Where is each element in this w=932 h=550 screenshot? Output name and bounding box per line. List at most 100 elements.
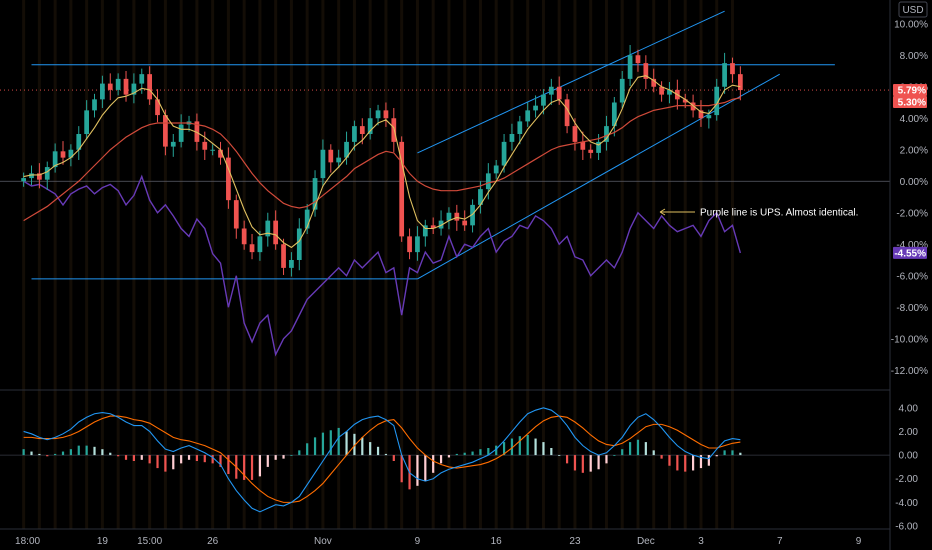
candle-body <box>706 115 712 119</box>
candle-body <box>493 165 499 174</box>
session-band <box>321 0 325 529</box>
macd-histogram-bar <box>274 455 277 460</box>
price-tag-box <box>893 96 927 109</box>
macd-histogram-bar <box>565 455 569 464</box>
macd-histogram-bar <box>164 455 167 472</box>
candle <box>533 95 538 118</box>
macd-histogram-bar <box>723 450 726 456</box>
ma-slow-line <box>23 97 741 222</box>
macd-histogram-bar <box>495 445 498 456</box>
candle <box>698 100 704 127</box>
candle-body <box>29 173 34 179</box>
session-band <box>400 0 404 529</box>
session-band <box>384 0 388 529</box>
macd-axis[interactable]: 4.00 2.00 0.00 -2.00 -4.00 -6.00 <box>895 403 918 532</box>
macd-histogram-bar <box>510 438 514 456</box>
candle <box>37 163 42 189</box>
macd-histogram-bar <box>345 431 348 456</box>
candle <box>296 218 302 271</box>
candle <box>155 89 160 123</box>
macd-histogram-bar <box>487 448 490 456</box>
candle <box>619 71 625 109</box>
macd-histogram-bar <box>558 455 561 456</box>
macd-histogram-bar <box>479 449 482 456</box>
macd-histogram-bar <box>156 455 159 469</box>
price-tick-label: -4.00% <box>896 240 928 251</box>
candle-body <box>375 110 381 119</box>
candle-body <box>21 178 26 182</box>
candle-body <box>92 99 97 111</box>
candle <box>241 220 247 250</box>
session-band <box>368 0 372 529</box>
candle-body <box>84 110 89 134</box>
candle-body <box>454 212 460 221</box>
macd-histogram-bar <box>22 449 25 456</box>
macd-histogram-bar <box>707 455 710 466</box>
session-band <box>541 0 545 529</box>
price-tag: 5.79% <box>893 84 927 97</box>
candle <box>344 131 349 165</box>
candle <box>21 172 26 187</box>
candle <box>249 234 255 260</box>
candle <box>257 230 263 261</box>
candle-body <box>115 78 121 90</box>
macd-histogram-bar <box>376 446 380 456</box>
candle <box>178 114 184 148</box>
candle-body <box>415 236 420 253</box>
candle-body <box>44 167 50 180</box>
candle-body <box>470 204 475 226</box>
candle <box>580 131 586 160</box>
candle-body <box>407 236 412 253</box>
candle-body <box>533 105 538 111</box>
candle-body <box>722 63 727 87</box>
candle-body <box>525 110 531 122</box>
macd-histogram-bar <box>691 455 695 471</box>
macd-histogram-bar <box>203 455 206 463</box>
macd-histogram-bar <box>117 455 120 457</box>
macd-histogram-bar <box>85 445 88 456</box>
session-band <box>494 0 498 529</box>
time-tick-label: 3 <box>698 536 704 547</box>
candle <box>422 219 428 247</box>
candle <box>367 108 373 140</box>
candle <box>273 210 279 250</box>
candle-body <box>690 102 696 111</box>
macd-pane <box>0 407 890 513</box>
time-tick-label: 7 <box>777 536 783 547</box>
candle <box>163 109 168 156</box>
price-tick-label: 2.00% <box>900 145 928 156</box>
candle-body <box>509 134 515 142</box>
price-tick-label: -2.00% <box>896 208 928 219</box>
time-axis[interactable]: 18:00 19 15:00 26 Nov 9 16 23 Dec 3 7 9 <box>15 536 862 547</box>
candle-body <box>170 141 176 147</box>
macd-histogram-bar <box>542 442 545 456</box>
candle-body <box>241 228 247 245</box>
candle <box>226 147 231 209</box>
candle-body <box>430 225 436 229</box>
currency-badge[interactable]: USD <box>898 1 928 18</box>
macd-histogram-bar <box>46 455 49 457</box>
candle <box>462 210 468 231</box>
macd-histogram-bar <box>61 451 65 456</box>
candle-body <box>147 74 153 100</box>
time-tick-label: 9 <box>856 536 862 547</box>
price-axis[interactable]: 10.00%8.00%6.00%4.00%2.00%0.00%-2.00%-4.… <box>891 19 928 377</box>
annotation-group: Purple line is UPS. Almost identical. <box>659 208 858 219</box>
time-tick-label: 16 <box>491 536 503 547</box>
candle <box>525 102 531 127</box>
macd-histogram-bar <box>644 442 647 456</box>
candle-body <box>178 124 184 142</box>
session-band <box>53 0 57 529</box>
candle <box>352 120 357 151</box>
candle <box>399 136 405 242</box>
candle <box>548 78 554 105</box>
session-band <box>667 0 671 529</box>
candle <box>92 93 97 118</box>
candle-body <box>399 141 405 237</box>
candle-body <box>202 141 208 150</box>
price-pane <box>0 10 890 357</box>
session-band <box>415 0 419 529</box>
candle-body <box>588 149 594 153</box>
candle <box>659 81 664 102</box>
